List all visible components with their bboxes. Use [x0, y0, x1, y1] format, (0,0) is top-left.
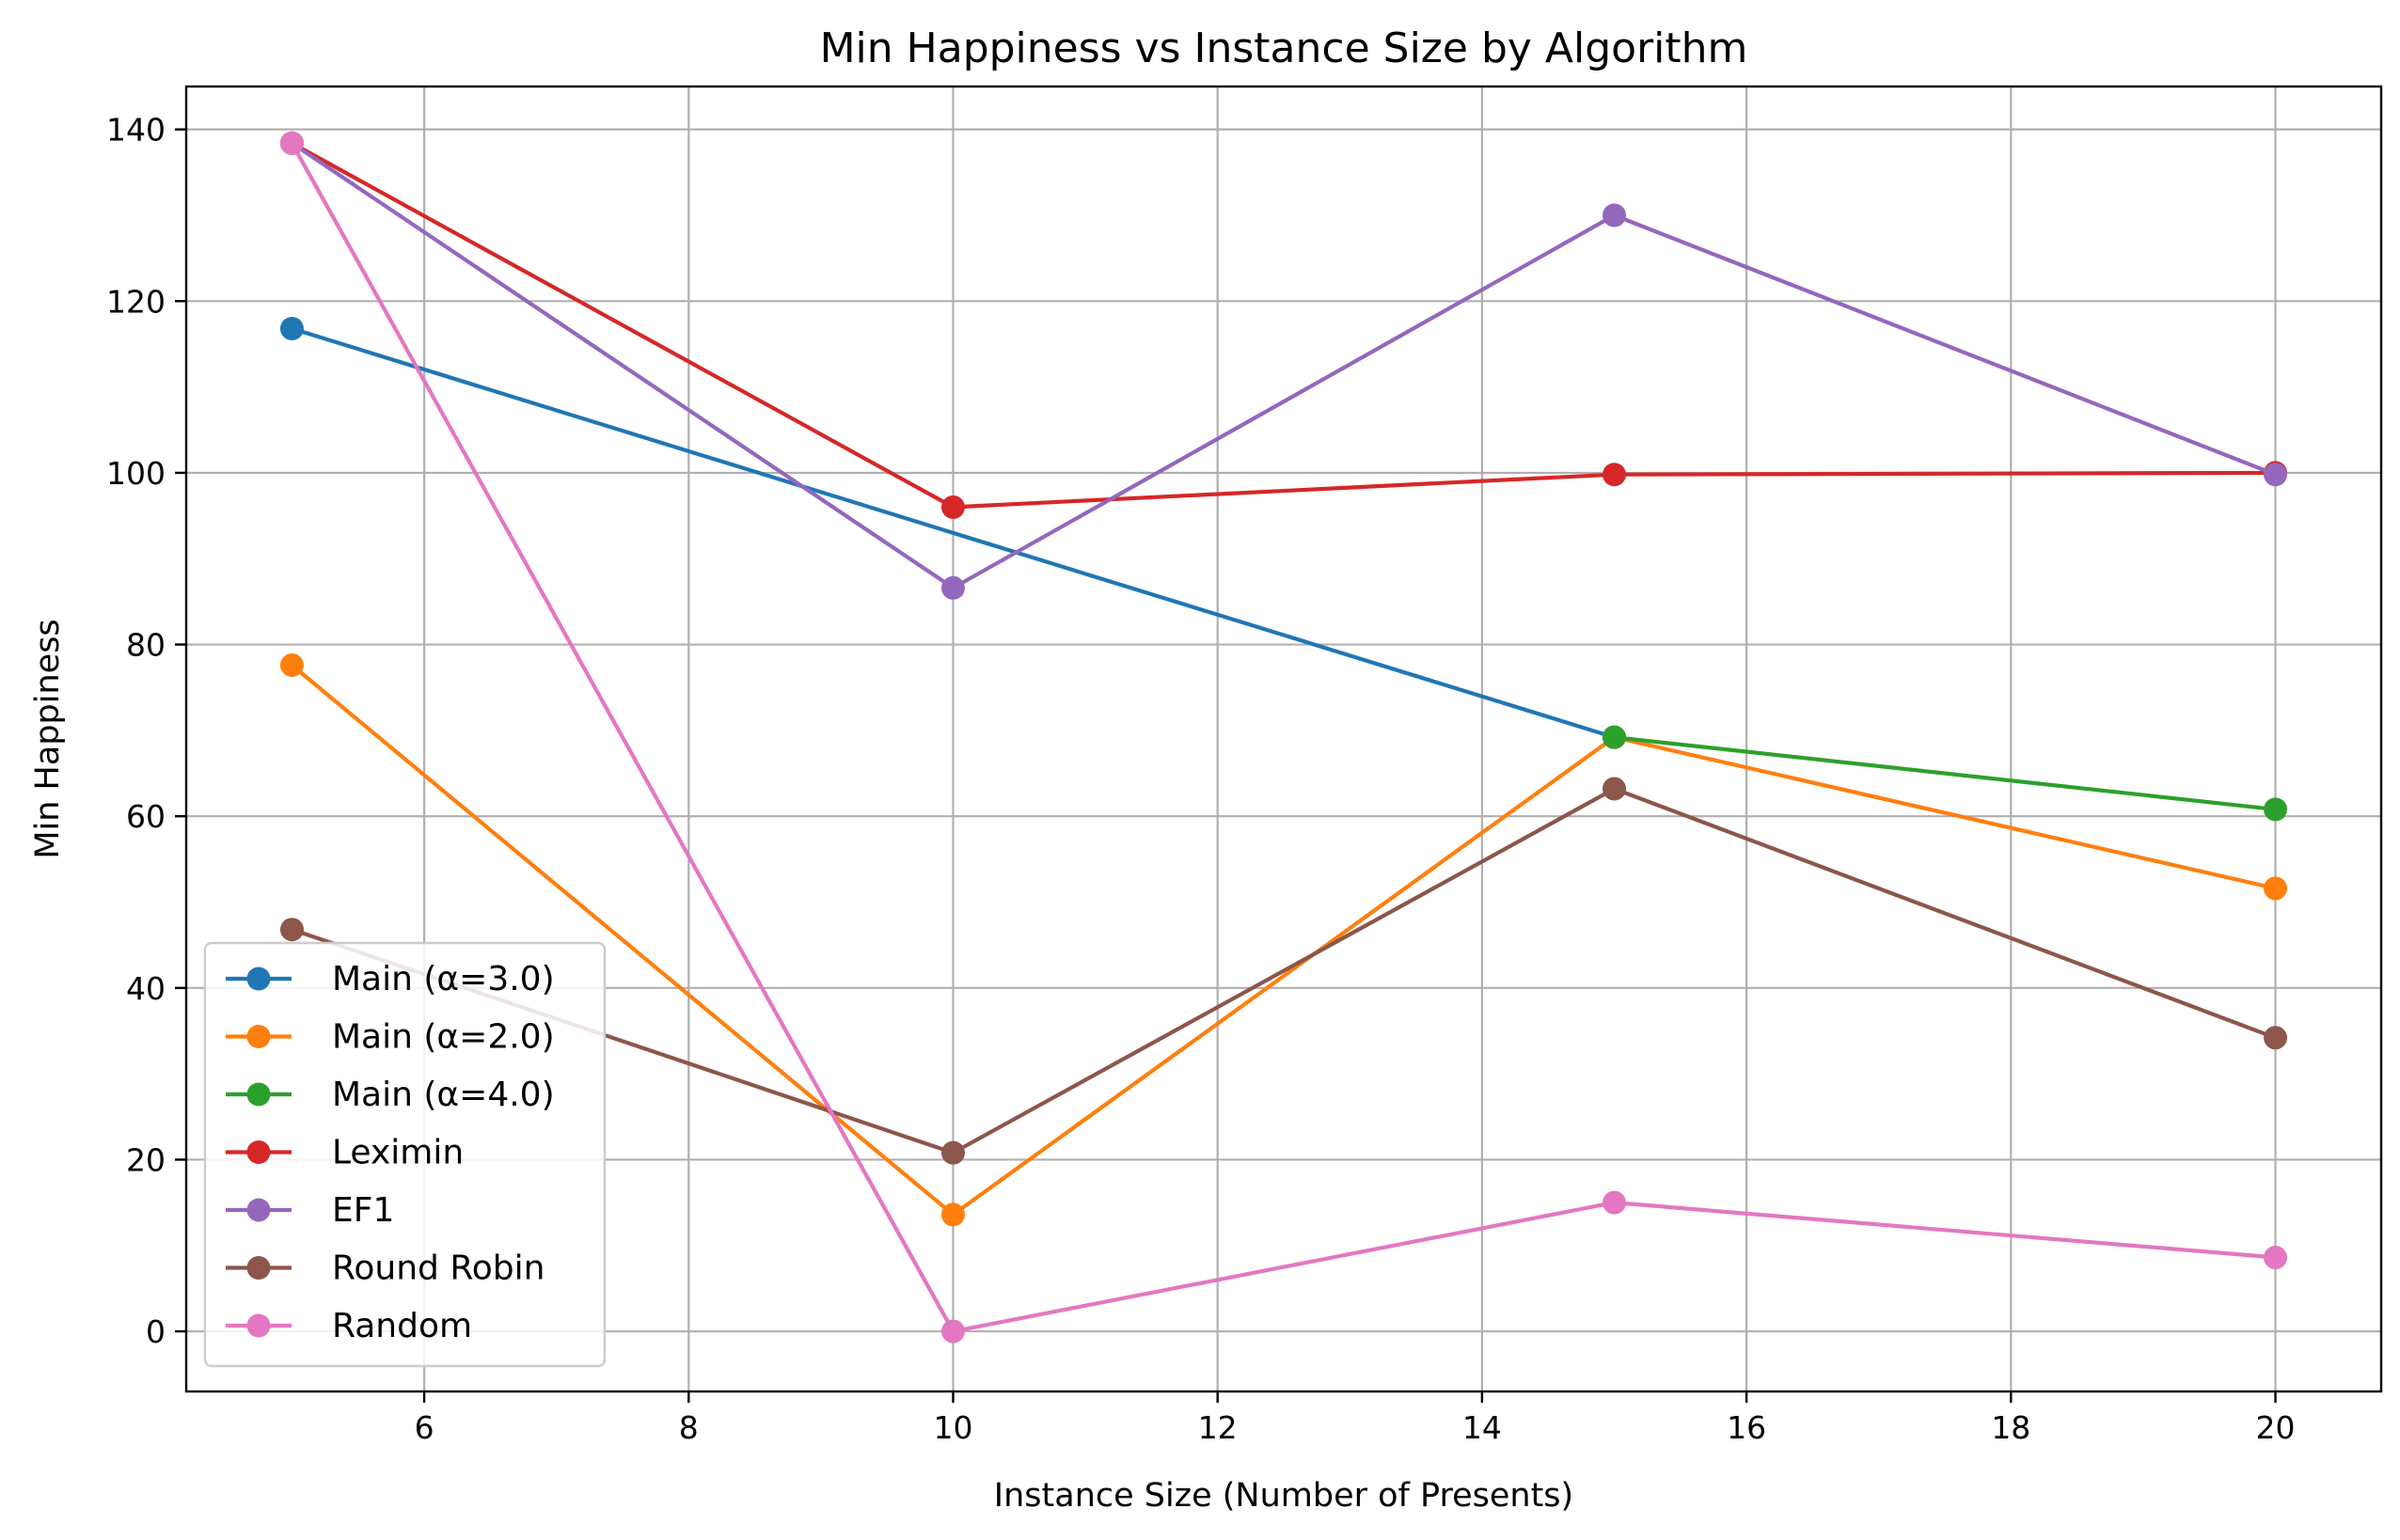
legend-marker [246, 1140, 271, 1164]
series-random [279, 131, 2288, 1344]
y-tick-label: 60 [126, 798, 166, 835]
x-tick-label: 10 [933, 1409, 972, 1446]
y-tick-label: 140 [106, 112, 166, 149]
legend-marker [246, 1025, 271, 1048]
y-tick-label: 40 [126, 970, 166, 1007]
series-layer [279, 131, 2288, 1344]
legend-item: Leximin [226, 1134, 464, 1172]
y-tick-label: 20 [126, 1141, 166, 1178]
data-point [2264, 797, 2288, 822]
data-point [2264, 1026, 2288, 1050]
data-point [1603, 777, 1627, 801]
series-line [291, 786, 2277, 1155]
data-point [1603, 1190, 1627, 1215]
legend-box [203, 941, 607, 1368]
data-point [940, 575, 965, 600]
data-point [940, 495, 965, 519]
legend-item: Main (α=2.0) [226, 1018, 555, 1057]
series-line [291, 663, 2276, 1218]
legend-label: Main (α=3.0) [332, 960, 555, 998]
legend-marker [246, 1313, 271, 1338]
legend-marker [246, 1198, 271, 1222]
x-tick-label: 12 [1198, 1409, 1238, 1446]
data-point [1603, 725, 1627, 749]
x-tick-label: 8 [679, 1409, 699, 1446]
x-tick-label: 6 [415, 1409, 434, 1446]
series-line [290, 142, 2276, 1334]
legend-label: Round Robin [332, 1249, 545, 1288]
series-line [291, 141, 2277, 590]
data-point [940, 1319, 965, 1344]
y-tick-label: 120 [106, 283, 166, 320]
x-tick-label: 14 [1462, 1409, 1502, 1446]
series-line [291, 326, 1616, 740]
plot-frame [184, 85, 2383, 1393]
y-tick-label: 0 [146, 1313, 166, 1350]
data-point [2264, 1246, 2288, 1270]
legend-item: Main (α=4.0) [226, 1076, 555, 1114]
data-point [1603, 203, 1627, 228]
chart-title: Min Happiness vs Instance Size by Algori… [820, 24, 1748, 72]
data-point [2264, 463, 2288, 487]
legend-item: Random [226, 1307, 472, 1345]
data-point [279, 652, 304, 677]
data-point [279, 131, 304, 155]
legend-item: EF1 [226, 1191, 394, 1230]
data-point [279, 918, 304, 942]
y-tick-label: 100 [106, 455, 166, 492]
legend-label: Random [332, 1307, 472, 1345]
y-axis-label: Min Happiness [29, 619, 67, 858]
legend-item: Main (α=3.0) [226, 960, 555, 998]
axis-ticks: 6 8 10 12 14 16 18 20 0 20 40 60 80 100 120 140 [106, 112, 2296, 1446]
x-tick-label: 18 [1991, 1409, 2030, 1446]
legend-label: Leximin [332, 1134, 464, 1172]
data-point [940, 1140, 965, 1165]
x-tick-label: 16 [1727, 1409, 1766, 1446]
legend-marker [246, 1256, 271, 1280]
legend: Main (α=3.0) Main (α=2.0) Main (α=4.0) Lexi… [203, 941, 607, 1368]
y-tick-label: 80 [126, 627, 166, 664]
x-tick-label: 20 [2256, 1409, 2296, 1446]
data-point [2264, 876, 2288, 901]
legend-item: Round Robin [226, 1249, 545, 1288]
x-axis-label: Instance Size (Number of Presents) [994, 1477, 1573, 1515]
legend-label: EF1 [332, 1191, 394, 1230]
data-point [940, 1202, 965, 1227]
series-round-robin [279, 777, 2288, 1165]
series-line [291, 141, 2276, 510]
series-line [1614, 735, 2276, 811]
legend-label: Main (α=2.0) [332, 1018, 555, 1057]
series-main-4-0 [1603, 725, 2288, 822]
legend-label: Main (α=4.0) [332, 1076, 555, 1114]
legend-marker [246, 1082, 271, 1107]
legend-marker [246, 966, 271, 991]
data-point [1603, 463, 1627, 487]
data-point [279, 317, 304, 341]
